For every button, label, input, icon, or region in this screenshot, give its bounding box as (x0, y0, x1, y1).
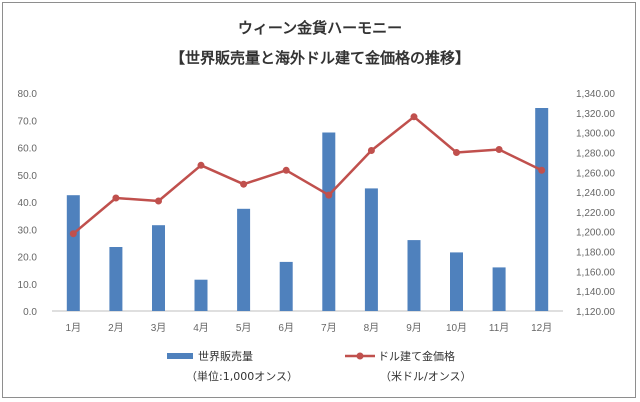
x-tick-label: 12月 (531, 322, 552, 334)
price-point-4 (197, 161, 205, 169)
bar-6 (279, 261, 293, 311)
price-point-10 (453, 149, 460, 156)
price-point-5 (240, 180, 248, 188)
legend-line-unit: （米ドル/オンス） (380, 370, 472, 383)
y-right-tick-label: 1,240.00 (576, 188, 615, 199)
legend-bar-swatch (167, 353, 193, 359)
y-right-tick-label: 1,120.00 (576, 307, 615, 318)
x-tick-label: 3月 (151, 322, 167, 334)
y-right-tick-label: 1,220.00 (576, 208, 615, 219)
bar-1 (66, 195, 80, 311)
y-left-tick-label: 30.0 (18, 225, 38, 236)
y-right-tick-label: 1,160.00 (576, 267, 615, 278)
price-point-9 (410, 113, 418, 121)
bar-9 (407, 240, 421, 311)
y-right-tick-label: 1,260.00 (576, 168, 615, 179)
x-tick-label: 6月 (278, 322, 294, 334)
chart-title: ウィーン金貨ハーモニー (238, 19, 402, 37)
y-left-tick-label: 60.0 (18, 144, 38, 155)
price-point-3 (155, 197, 162, 205)
bar-12 (535, 108, 549, 311)
price-point-8 (367, 147, 375, 154)
y-left-tick-label: 50.0 (18, 171, 38, 182)
bar-2 (109, 247, 123, 311)
y-right-tick-label: 1,280.00 (576, 149, 615, 160)
bar-series (66, 108, 549, 311)
x-tick-label: 10月 (446, 322, 467, 334)
chart-frame (2, 2, 636, 398)
x-tick-label: 8月 (364, 322, 380, 334)
x-tick-label: 5月 (236, 322, 252, 334)
x-tick-label: 11月 (489, 322, 509, 334)
y-right-tick-label: 1,200.00 (576, 228, 615, 239)
price-line (72, 115, 543, 235)
price-point-11 (495, 146, 503, 153)
legend-line-marker (356, 352, 364, 360)
price-point-6 (282, 166, 290, 174)
y-right-tick-label: 1,300.00 (576, 129, 615, 140)
price-point-1 (69, 230, 77, 238)
y-left-tick-label: 0.0 (23, 307, 37, 318)
legend: 世界販売量 （単位:1,000オンス） ドル建て金価格 （米ドル/オンス） (167, 349, 472, 383)
y-left-tick-label: 10.0 (18, 280, 38, 291)
price-point-7 (325, 191, 333, 199)
bar-8 (364, 188, 378, 311)
legend-bar-label: 世界販売量 (198, 350, 253, 363)
x-tick-label: 9月 (406, 322, 422, 334)
bar-7 (322, 132, 336, 311)
chart-subtitle: 【世界販売量と海外ドル建て金価格の推移】 (170, 49, 470, 67)
x-tick-label: 4月 (193, 322, 209, 334)
bar-3 (152, 225, 165, 311)
line-series (69, 113, 546, 238)
price-point-12 (538, 166, 546, 174)
y-right-tick-label: 1,180.00 (576, 248, 615, 259)
y-left-tick-label: 80.0 (18, 89, 38, 100)
y-right-tick-label: 1,340.00 (576, 89, 615, 100)
bar-4 (194, 279, 208, 311)
x-tick-label: 7月 (321, 322, 337, 334)
legend-bar-unit: （単位:1,000オンス） (186, 369, 298, 383)
bar-10 (450, 252, 463, 311)
price-point-2 (112, 194, 120, 202)
y-left-tick-label: 40.0 (18, 198, 38, 209)
x-tick-label: 1月 (66, 322, 82, 334)
y-left-tick-label: 70.0 (18, 116, 38, 127)
tick-labels: 0.0 10.0 20.0 30.0 40.0 50.0 60.0 70.0 80.0 1,120… (18, 89, 616, 334)
bar-5 (237, 208, 251, 311)
y-right-tick-label: 1,140.00 (576, 287, 615, 298)
bar-11 (492, 267, 506, 311)
y-left-tick-label: 20.0 (18, 253, 38, 264)
legend-line-label: ドル建て金価格 (378, 349, 455, 363)
y-right-tick-label: 1,320.00 (576, 109, 615, 120)
x-tick-label: 2月 (108, 322, 124, 334)
